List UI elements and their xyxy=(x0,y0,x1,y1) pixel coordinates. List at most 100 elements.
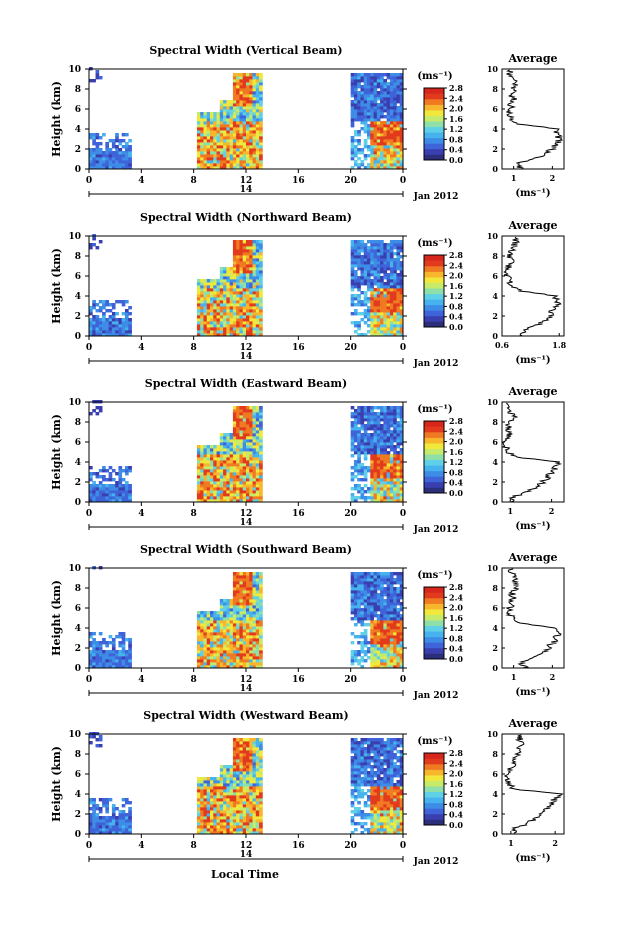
heatmap-cell xyxy=(259,451,263,455)
heatmap-cell xyxy=(373,73,378,77)
heatmap-cell xyxy=(213,493,217,497)
heatmap-cell xyxy=(353,463,358,467)
heatmap-cell xyxy=(210,130,214,134)
heatmap-cell xyxy=(259,629,263,633)
heatmap-cell xyxy=(249,581,253,585)
heatmap-cell xyxy=(353,273,358,277)
heatmap-cell xyxy=(376,255,381,259)
heatmap-cell xyxy=(399,297,404,301)
heatmap-cell xyxy=(383,121,388,125)
heatmap-cell xyxy=(232,76,237,80)
heatmap-cell xyxy=(370,596,374,600)
heatmap-cell xyxy=(210,644,214,648)
heatmap-cell xyxy=(360,76,365,80)
heatmap-cell xyxy=(128,148,132,152)
heatmap-cell xyxy=(239,406,244,410)
heatmap-cell xyxy=(239,656,244,660)
heatmap-cell xyxy=(124,662,129,666)
heatmap-cell xyxy=(380,330,384,334)
heatmap-cell xyxy=(232,118,237,122)
heatmap-cell xyxy=(389,469,394,473)
heatmap-cell xyxy=(206,831,211,835)
heatmap-cell xyxy=(383,611,388,615)
heatmap-cell xyxy=(252,330,257,334)
heatmap-cell xyxy=(360,466,365,470)
heatmap-cell xyxy=(246,656,250,660)
heatmap-cell xyxy=(115,330,119,334)
heatmap-cell xyxy=(370,656,374,660)
heatmap-cell xyxy=(353,145,358,149)
heatmap-cell xyxy=(95,412,100,416)
heatmap-cell xyxy=(370,469,374,473)
heatmap-cell xyxy=(89,484,93,488)
heatmap-cell xyxy=(393,593,397,597)
heatmap-cell xyxy=(226,481,231,485)
heatmap-cell xyxy=(367,88,371,92)
heatmap-cell xyxy=(213,499,217,503)
heatmap-cell xyxy=(229,270,234,274)
x-tick-label: 8 xyxy=(191,675,197,685)
heatmap-cell xyxy=(239,593,244,597)
heatmap-cell xyxy=(92,151,96,155)
heatmap-cell xyxy=(239,312,244,316)
heatmap-cell xyxy=(92,807,96,811)
colorbar-tick-label: 2.0 xyxy=(449,603,463,613)
heatmap-cell xyxy=(386,303,391,307)
heatmap-cell xyxy=(236,261,240,265)
y-tick-label: 4 xyxy=(75,624,81,634)
heatmap-cell xyxy=(115,333,119,337)
heatmap-cell xyxy=(396,258,401,262)
heatmap-cell xyxy=(89,472,93,476)
heatmap-cell xyxy=(229,644,234,648)
heatmap-cell xyxy=(252,421,257,425)
heatmap-cell xyxy=(95,133,100,137)
heatmap-cell xyxy=(386,430,391,434)
heatmap-cell xyxy=(249,439,253,443)
heatmap-cell xyxy=(370,273,374,277)
heatmap-cell xyxy=(373,587,378,591)
heatmap-cell xyxy=(196,614,201,618)
heatmap-cell xyxy=(389,424,394,428)
heatmap-cell xyxy=(242,469,247,473)
heatmap-cell xyxy=(213,475,217,479)
heatmap-cell xyxy=(350,73,355,77)
heatmap-cell xyxy=(92,303,96,307)
heatmap-cell xyxy=(370,647,374,651)
heatmap-cell xyxy=(92,493,96,497)
heatmap-cell xyxy=(226,285,231,289)
heatmap-cell xyxy=(98,490,103,494)
heatmap-cell xyxy=(367,605,371,609)
heatmap-cell xyxy=(105,318,110,322)
heatmap-cell xyxy=(226,496,231,500)
heatmap-cell xyxy=(370,409,374,413)
heatmap-cell xyxy=(210,121,214,125)
heatmap-cell xyxy=(239,418,244,422)
heatmap-cell xyxy=(89,330,93,334)
heatmap-cell xyxy=(246,466,250,470)
heatmap-cell xyxy=(380,662,384,666)
heatmap-cell xyxy=(353,151,358,155)
heatmap-cell xyxy=(363,614,368,618)
heatmap-cell xyxy=(389,584,394,588)
heatmap-cell xyxy=(255,315,260,319)
heatmap-cell xyxy=(108,478,113,482)
heatmap-cell xyxy=(118,641,123,645)
heatmap-cell xyxy=(383,252,388,256)
heatmap-cell xyxy=(203,798,208,802)
heatmap-cell xyxy=(363,433,368,437)
heatmap-cell xyxy=(246,91,250,95)
heatmap-cell xyxy=(210,623,214,627)
heatmap-cell xyxy=(249,109,253,113)
heatmap-cell xyxy=(232,246,237,250)
heatmap-cell xyxy=(111,306,116,310)
heatmap-cell xyxy=(128,650,132,654)
heatmap-cell xyxy=(242,653,247,657)
heatmap-cell xyxy=(383,427,388,431)
heatmap-cell xyxy=(242,127,247,131)
heatmap-cell xyxy=(249,644,253,648)
heatmap-cell xyxy=(376,261,381,265)
heatmap-cell xyxy=(98,819,103,823)
heatmap-cell xyxy=(216,330,221,334)
heatmap-cell xyxy=(383,656,388,660)
heatmap-cell xyxy=(89,807,93,811)
